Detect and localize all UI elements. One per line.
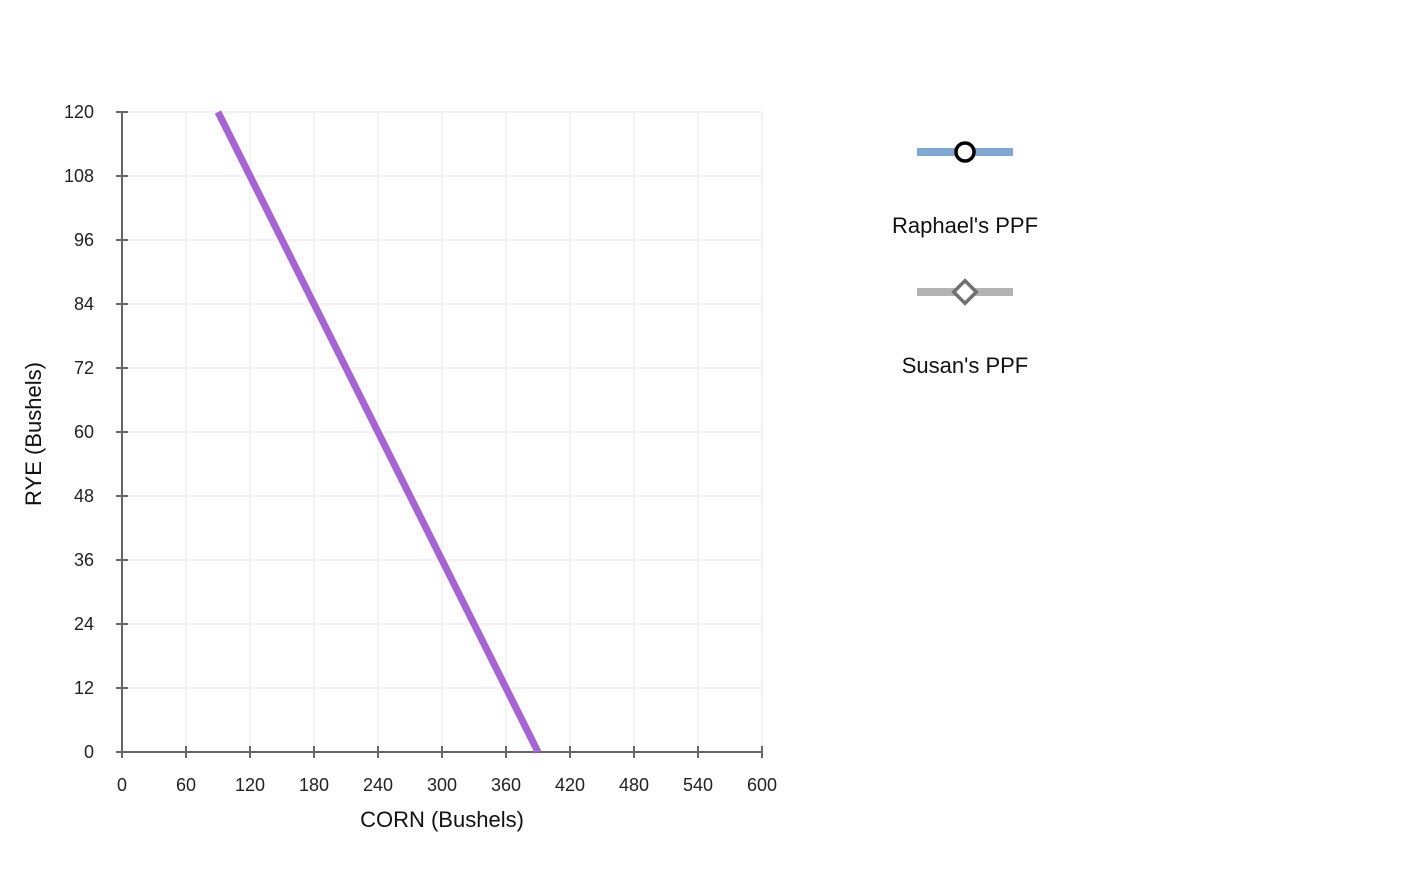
y-tick-label: 0 [84,742,94,762]
y-tick-label: 24 [74,614,94,634]
grid-lines [122,111,763,752]
y-axis-label: RYE (Bushels) [21,362,46,506]
diamond-marker-icon[interactable] [951,278,979,306]
y-tick-label: 120 [64,102,94,122]
legend-item-susan[interactable]: Susan's PPF [902,278,1028,378]
y-tick-label: 72 [74,358,94,378]
y-tick-label: 84 [74,294,94,314]
x-tick-label: 0 [117,775,127,795]
legend-label-raphael: Raphael's PPF [892,213,1038,238]
y-tick-label: 48 [74,486,94,506]
x-axis-label: CORN (Bushels) [360,807,524,832]
y-tick-label: 96 [74,230,94,250]
circle-marker-icon[interactable] [954,141,976,163]
x-tick-label: 120 [235,775,265,795]
legend[interactable]: Raphael's PPF Susan's PPF [892,141,1038,378]
x-tick-label: 420 [555,775,585,795]
x-tick-label: 540 [683,775,713,795]
x-axis-ticks: 0 60 120 180 240 300 360 420 480 540 600 [117,746,777,795]
y-tick-label: 36 [74,550,94,570]
y-axis-ticks: 0 12 24 36 48 60 72 84 96 108 120 [64,102,128,762]
x-tick-label: 180 [299,775,329,795]
x-tick-label: 240 [363,775,393,795]
ppf-line[interactable] [214,110,542,754]
legend-item-raphael[interactable]: Raphael's PPF [892,141,1038,238]
x-tick-label: 480 [619,775,649,795]
x-tick-label: 60 [176,775,196,795]
x-tick-label: 300 [427,775,457,795]
x-tick-label: 360 [491,775,521,795]
legend-label-susan: Susan's PPF [902,353,1028,378]
y-tick-label: 12 [74,678,94,698]
x-tick-label: 600 [747,775,777,795]
y-tick-label: 108 [64,166,94,186]
y-tick-label: 60 [74,422,94,442]
series-layer [214,110,542,754]
